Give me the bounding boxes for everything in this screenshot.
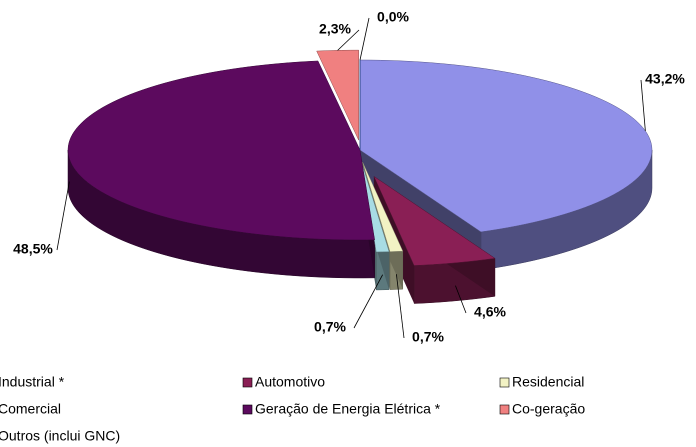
leader-line	[337, 29, 360, 51]
data-label: 4,6%	[474, 304, 506, 320]
legend-label: Automotivo	[255, 374, 325, 390]
legend-label: Geração de Energia Elétrica *	[255, 401, 441, 417]
pie-tops	[67, 49, 653, 266]
leader-line	[353, 274, 384, 329]
legend-label: Outros (inclui GNC)	[0, 428, 120, 444]
data-label: 48,5%	[13, 241, 53, 257]
leader-line	[396, 274, 405, 339]
legend-label: Industrial *	[0, 374, 65, 390]
legend-swatch	[242, 404, 253, 415]
legend-label: Comercial	[0, 401, 61, 417]
data-label: 0,7%	[412, 329, 444, 345]
leader-line	[640, 79, 646, 131]
leader-line	[455, 285, 467, 314]
data-label: 0,0%	[377, 9, 409, 25]
pie-slice	[362, 161, 404, 252]
legend-swatch	[499, 404, 510, 415]
legend-label: Co-geração	[512, 401, 585, 417]
legend-swatch	[242, 377, 253, 388]
data-label: 2,3%	[319, 21, 351, 37]
data-label: 43,2%	[645, 71, 685, 87]
pie-slice	[316, 49, 359, 141]
legend-swatch	[499, 377, 510, 388]
pie-slice	[67, 60, 375, 241]
legend-label: Residencial	[512, 374, 584, 390]
data-label: 0,7%	[314, 319, 346, 335]
leader-line	[359, 17, 370, 61]
leader-line	[56, 181, 70, 251]
pie-slice	[373, 175, 496, 266]
